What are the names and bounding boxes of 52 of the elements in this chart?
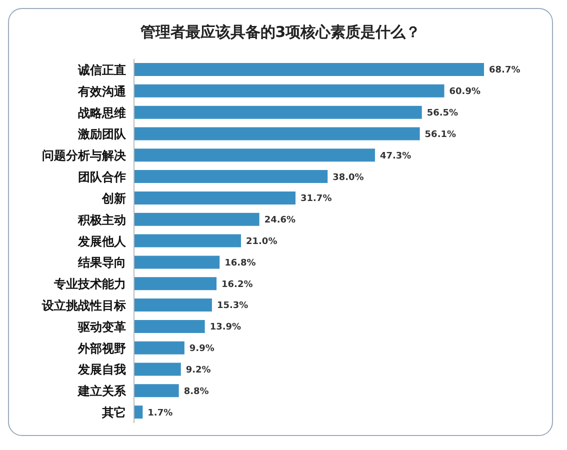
bar [134, 63, 484, 76]
y-tick-label: 驱动变革 [77, 320, 126, 334]
data-label: 47.3% [380, 151, 412, 162]
y-tick-label: 外部视野 [77, 341, 126, 356]
bar [134, 341, 184, 354]
y-tick-label: 其它 [101, 406, 126, 420]
chart-title: 管理者最应该具备的3项核心素质是什么？ [139, 22, 422, 43]
bar [134, 406, 143, 419]
data-label: 60.9% [449, 87, 480, 98]
bar [134, 84, 444, 98]
y-tick-label: 诚信正直 [77, 62, 126, 77]
data-label: 56.5% [426, 108, 458, 119]
y-tick-label: 发展自我 [77, 362, 126, 377]
data-label: 68.7% [489, 66, 520, 76]
bar [134, 384, 179, 398]
data-label: 9.9% [189, 344, 214, 354]
data-label: 16.2% [222, 280, 253, 290]
y-tick-label: 问题分析与解决 [42, 148, 127, 163]
bar [134, 127, 420, 140]
bar [134, 212, 260, 226]
y-tick-label: 激励团队 [77, 127, 127, 142]
bar [134, 106, 422, 119]
bar [134, 277, 217, 290]
y-tick-label: 团队合作 [78, 170, 126, 184]
data-label: 1.7% [148, 408, 173, 418]
data-label: 15.3% [216, 301, 248, 312]
data-label: 9.2% [186, 365, 211, 376]
y-tick-label: 有效沟通 [77, 84, 127, 98]
bar [134, 148, 375, 162]
bar [134, 298, 212, 312]
y-tick-label: 结果导向 [77, 256, 126, 270]
data-label: 16.8% [224, 258, 256, 268]
y-tick-label: 专业技术能力 [53, 277, 126, 292]
data-label: 31.7% [300, 194, 332, 204]
y-tick-label: 建立关系 [77, 384, 127, 398]
data-label: 38.0% [332, 172, 364, 183]
data-label: 13.9% [210, 322, 242, 333]
data-label: 8.8% [184, 386, 209, 397]
y-tick-label: 积极主动 [77, 212, 126, 227]
y-tick-label: 设立挑战性目标 [41, 298, 126, 312]
data-label: 24.6% [264, 216, 296, 226]
bar [134, 170, 328, 184]
y-tick-label: 战略思维 [78, 106, 126, 120]
bar [134, 256, 220, 269]
y-tick-label: 创新 [101, 191, 126, 206]
data-label: 56.1% [424, 130, 456, 140]
y-tick-label: 发展他人 [77, 234, 127, 248]
bar [134, 320, 205, 333]
bar [134, 362, 181, 376]
bar [134, 191, 296, 204]
bar [134, 234, 241, 248]
data-label: 21.0% [246, 236, 278, 247]
